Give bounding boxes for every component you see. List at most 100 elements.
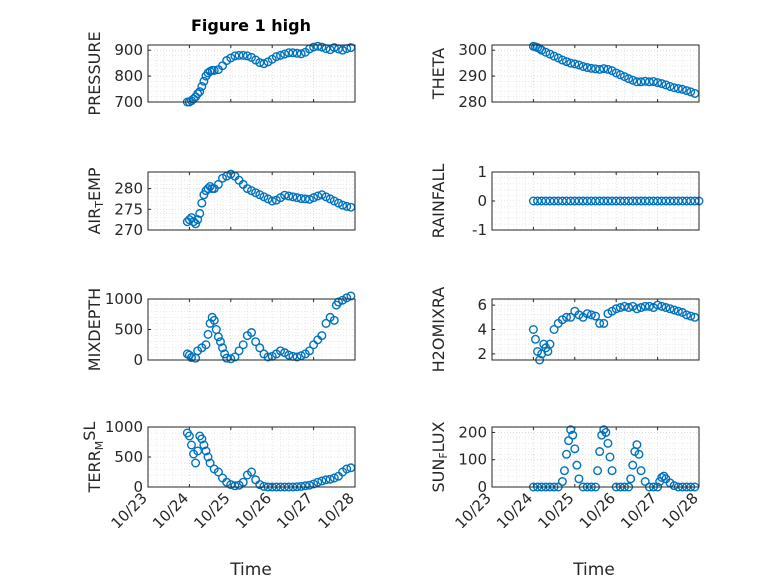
data-point (317, 42, 327, 52)
data-point (321, 318, 331, 328)
data-point (280, 49, 290, 59)
data-point (673, 84, 683, 94)
data-point (570, 59, 580, 69)
data-point (624, 303, 634, 313)
data-point (313, 477, 323, 487)
axes-background (491, 426, 700, 488)
y-axis-label: H2OMIXRA (429, 287, 448, 373)
data-point (259, 59, 269, 69)
data-point (653, 300, 663, 310)
subplot-h2omixra: 2 4 6 H2OMIXRA (429, 287, 700, 373)
subplot-rainfall: -1 0 1 RAINFALL (429, 163, 704, 239)
data-point (624, 74, 634, 84)
data-point (199, 440, 209, 450)
subplot-theta: 280 290 300 THETA (429, 41, 700, 111)
y-tick-label: 280 (114, 180, 143, 198)
subplot-air: 270 275 280 AIRTEMP (85, 167, 356, 239)
data-point (615, 70, 625, 80)
data-point (309, 479, 319, 489)
data-point (280, 190, 290, 200)
data-point (545, 339, 555, 349)
data-point (246, 467, 256, 477)
data-point (193, 89, 203, 99)
data-point (329, 315, 339, 325)
data-point (342, 464, 352, 474)
axes-frame (491, 298, 700, 361)
data-point (653, 78, 663, 88)
data-point (648, 77, 658, 87)
axes-frame (491, 44, 700, 103)
data-point (275, 50, 285, 60)
data-point (300, 481, 310, 491)
data-point (201, 340, 211, 350)
y-tick-label: 4 (477, 321, 487, 339)
data-point (234, 346, 244, 356)
data-point (628, 75, 638, 85)
data-point (213, 179, 223, 189)
x-axis-label-right: Time (572, 560, 615, 580)
data-point (570, 444, 580, 454)
data-point (586, 63, 596, 73)
data-point (657, 472, 667, 482)
y-tick-label: 500 (114, 321, 143, 339)
y-tick-label: 275 (114, 200, 143, 218)
y-axis-label: AIRTEMP (85, 167, 106, 234)
x-tick-label: 10/26 (576, 489, 619, 532)
data-point (566, 425, 576, 435)
y-tick-label: 900 (114, 41, 143, 59)
y-tick-label: 0 (133, 478, 143, 496)
data-point (226, 354, 236, 364)
data-point (213, 332, 223, 342)
axes-background (491, 298, 700, 361)
data-point (593, 466, 603, 476)
y-axis-label: MIXDEPTH (85, 288, 104, 371)
data-point (338, 200, 348, 210)
x-tick-label: 10/28 (315, 489, 358, 532)
data-point (325, 474, 335, 484)
data-point (557, 477, 567, 487)
data-point (632, 440, 642, 450)
y-tick-label: 0 (477, 192, 487, 210)
data-point (665, 304, 675, 314)
data-point (562, 449, 572, 459)
y-tick-label: 1 (477, 163, 487, 181)
data-point (234, 50, 244, 60)
y-tick-label: 100 (458, 451, 487, 469)
data-point (205, 458, 215, 468)
x-tick-label: 10/24 (149, 489, 192, 532)
axes-frame (147, 426, 356, 488)
data-point (640, 301, 650, 311)
y-tick-label: 1000 (105, 290, 143, 308)
axes-frame (147, 44, 356, 103)
data-point (591, 311, 601, 321)
data-point (665, 81, 675, 91)
data-point (574, 474, 584, 484)
figure-title: Figure 1 high (191, 16, 311, 35)
y-tick-label: 280 (458, 93, 487, 111)
data-point (586, 310, 596, 320)
data-point (574, 60, 584, 70)
data-point (669, 305, 679, 315)
data-point (582, 309, 592, 319)
data-point (222, 353, 232, 363)
y-tick-label: 290 (458, 67, 487, 85)
data-point (271, 52, 281, 62)
y-axis-label: THETA (429, 48, 448, 100)
data-point (195, 208, 205, 218)
data-point (184, 431, 194, 441)
data-point (203, 184, 213, 194)
data-point (603, 438, 613, 448)
data-point (304, 480, 314, 490)
x-tick-label: 10/24 (493, 489, 536, 532)
data-point (288, 48, 298, 58)
y-tick-label: 800 (114, 67, 143, 85)
y-tick-label: 2 (477, 345, 487, 363)
data-point (218, 343, 228, 353)
data-point (636, 303, 646, 313)
data-point (661, 303, 671, 313)
data-point (226, 480, 236, 490)
axes-frame (147, 298, 356, 361)
x-tick-label: 10/25 (190, 489, 233, 532)
data-point (611, 304, 621, 314)
